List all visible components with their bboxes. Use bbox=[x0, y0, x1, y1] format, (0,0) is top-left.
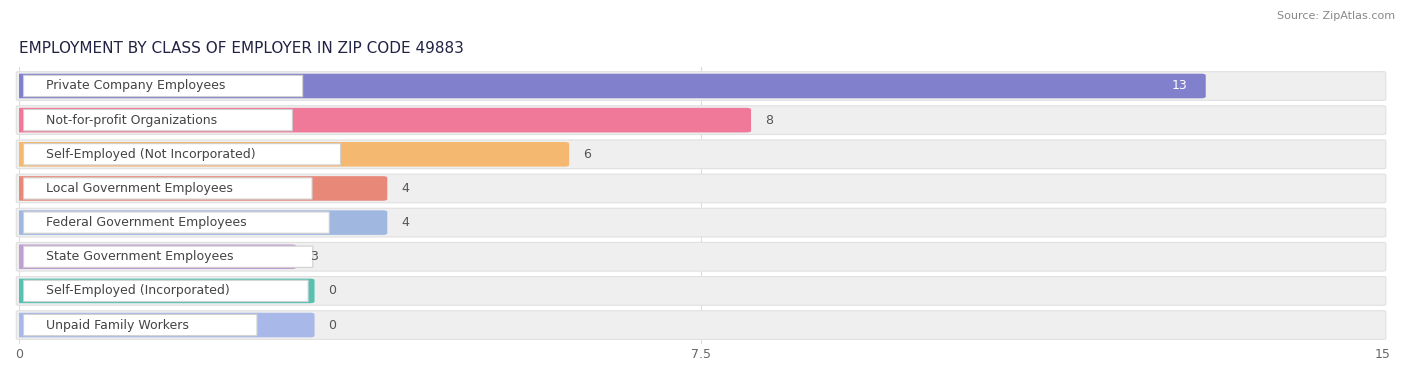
FancyBboxPatch shape bbox=[17, 174, 1386, 203]
FancyBboxPatch shape bbox=[17, 72, 1386, 100]
Text: 0: 0 bbox=[328, 284, 336, 297]
Text: 13: 13 bbox=[1171, 79, 1188, 92]
FancyBboxPatch shape bbox=[17, 140, 1386, 169]
Text: 0: 0 bbox=[328, 318, 336, 332]
FancyBboxPatch shape bbox=[17, 106, 1386, 135]
FancyBboxPatch shape bbox=[14, 142, 569, 167]
Text: Self-Employed (Incorporated): Self-Employed (Incorporated) bbox=[46, 284, 231, 297]
Text: 6: 6 bbox=[583, 148, 591, 161]
Text: 4: 4 bbox=[401, 182, 409, 195]
FancyBboxPatch shape bbox=[24, 178, 312, 199]
Text: Source: ZipAtlas.com: Source: ZipAtlas.com bbox=[1277, 11, 1395, 21]
Text: 8: 8 bbox=[765, 114, 773, 127]
Text: State Government Employees: State Government Employees bbox=[46, 250, 233, 263]
FancyBboxPatch shape bbox=[14, 210, 387, 235]
Text: Federal Government Employees: Federal Government Employees bbox=[46, 216, 247, 229]
Text: Self-Employed (Not Incorporated): Self-Employed (Not Incorporated) bbox=[46, 148, 256, 161]
FancyBboxPatch shape bbox=[24, 144, 340, 165]
Text: Local Government Employees: Local Government Employees bbox=[46, 182, 233, 195]
FancyBboxPatch shape bbox=[14, 176, 387, 201]
FancyBboxPatch shape bbox=[24, 246, 312, 267]
FancyBboxPatch shape bbox=[17, 311, 1386, 340]
FancyBboxPatch shape bbox=[24, 75, 302, 97]
Text: Not-for-profit Organizations: Not-for-profit Organizations bbox=[46, 114, 218, 127]
FancyBboxPatch shape bbox=[14, 74, 1206, 98]
FancyBboxPatch shape bbox=[24, 314, 257, 336]
FancyBboxPatch shape bbox=[24, 280, 308, 302]
Text: Private Company Employees: Private Company Employees bbox=[46, 79, 225, 92]
FancyBboxPatch shape bbox=[14, 244, 297, 269]
FancyBboxPatch shape bbox=[14, 279, 315, 303]
Text: 4: 4 bbox=[401, 216, 409, 229]
FancyBboxPatch shape bbox=[17, 243, 1386, 271]
FancyBboxPatch shape bbox=[14, 108, 751, 132]
FancyBboxPatch shape bbox=[24, 212, 329, 233]
FancyBboxPatch shape bbox=[14, 313, 315, 337]
Text: Unpaid Family Workers: Unpaid Family Workers bbox=[46, 318, 190, 332]
FancyBboxPatch shape bbox=[17, 277, 1386, 305]
Text: EMPLOYMENT BY CLASS OF EMPLOYER IN ZIP CODE 49883: EMPLOYMENT BY CLASS OF EMPLOYER IN ZIP C… bbox=[20, 41, 464, 56]
FancyBboxPatch shape bbox=[24, 109, 292, 131]
Text: 3: 3 bbox=[309, 250, 318, 263]
FancyBboxPatch shape bbox=[17, 208, 1386, 237]
